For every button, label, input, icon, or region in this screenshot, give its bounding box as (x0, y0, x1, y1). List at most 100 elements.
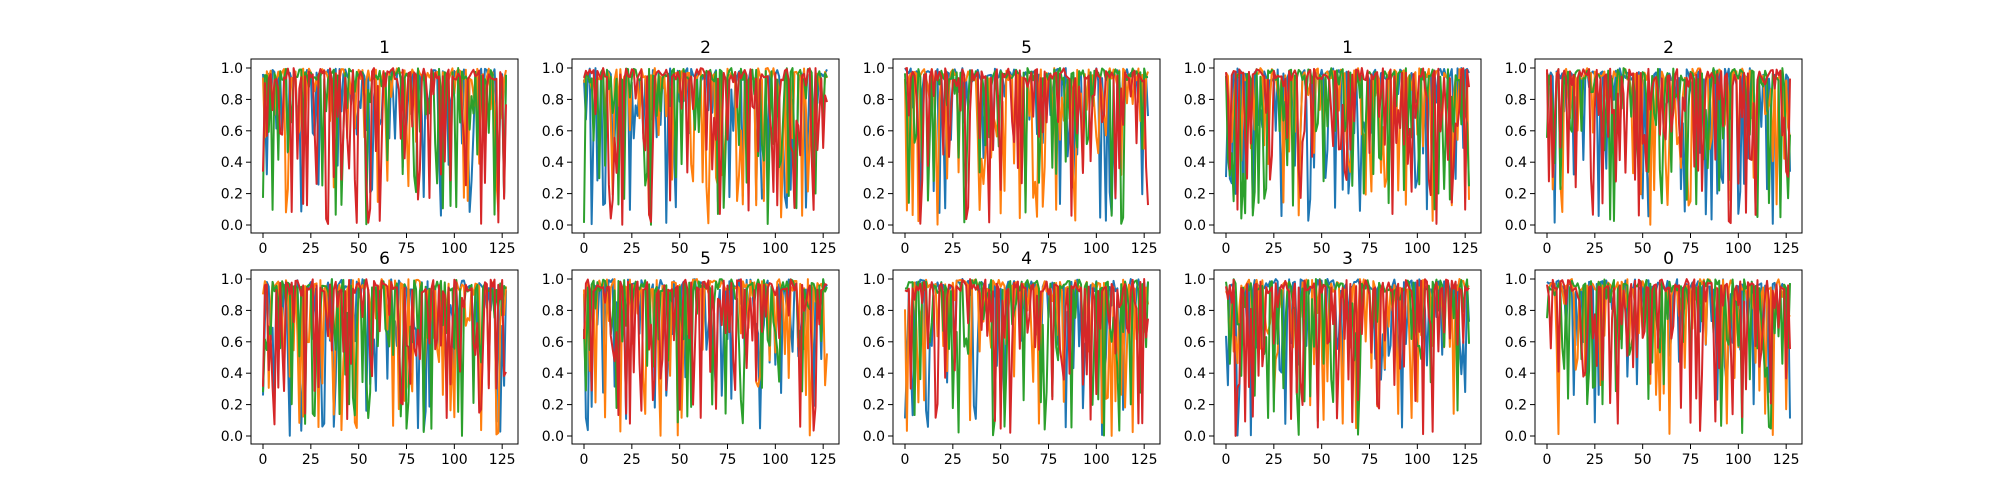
x-tick-label: 50 (350, 241, 368, 257)
x-tick-label: 25 (1265, 241, 1283, 257)
series-line-4 (1225, 67, 1470, 225)
x-tick-label: 50 (671, 241, 689, 257)
y-tick-label: 1.0 (863, 272, 885, 288)
y-tick-label: 0.0 (221, 218, 243, 234)
subplot-title: 1 (379, 38, 390, 58)
x-tick-label: 125 (1452, 452, 1479, 468)
x-tick-label: 25 (302, 241, 320, 257)
y-tick-label: 0.0 (1184, 218, 1206, 234)
x-tick-label: 125 (1773, 241, 1800, 257)
y-tick-label: 1.0 (221, 272, 243, 288)
y-tick-label: 0.8 (863, 92, 885, 108)
x-tick-label: 0 (1543, 452, 1552, 468)
x-tick-label: 25 (623, 452, 641, 468)
y-tick-label: 0.2 (863, 187, 885, 203)
x-tick-label: 25 (623, 241, 641, 257)
series-line-4 (583, 67, 828, 226)
subplot-10: 0 0.0 0.2 0.4 0.6 0.8 1.0 0 25 50 75 100 125 (1505, 249, 1803, 468)
series-line-4 (583, 278, 828, 432)
x-tick-label: 125 (1452, 241, 1479, 257)
subplot-title: 4 (1021, 249, 1032, 269)
x-tick-label: 125 (810, 241, 837, 257)
subplot-8: 4 0.0 0.2 0.4 0.6 0.8 1.0 0 25 50 75 100 125 (863, 249, 1161, 468)
y-tick-label: 0.4 (1184, 366, 1206, 382)
subplot-title: 5 (1021, 38, 1032, 58)
y-tick-label: 0.4 (863, 155, 885, 171)
y-tick-label: 0.0 (542, 218, 564, 234)
x-tick-label: 50 (1313, 241, 1331, 257)
x-tick-label: 100 (1404, 452, 1431, 468)
y-tick-label: 1.0 (542, 272, 564, 288)
y-tick-label: 0.0 (1505, 429, 1527, 445)
x-tick-label: 50 (1634, 241, 1652, 257)
x-tick-label: 100 (1083, 452, 1110, 468)
x-tick-label: 50 (1634, 452, 1652, 468)
y-tick-label: 0.4 (1184, 155, 1206, 171)
series-line-2 (1546, 278, 1791, 436)
x-tick-label: 100 (762, 241, 789, 257)
x-tick-label: 75 (1361, 241, 1379, 257)
y-tick-label: 0.0 (542, 429, 564, 445)
subplot-title: 2 (1663, 38, 1674, 58)
x-tick-label: 125 (489, 452, 516, 468)
y-tick-label: 0.6 (542, 124, 564, 140)
x-tick-label: 125 (489, 241, 516, 257)
x-tick-label: 0 (1222, 241, 1231, 257)
x-tick-label: 75 (1682, 452, 1700, 468)
y-tick-label: 0.8 (1505, 92, 1527, 108)
y-tick-label: 0.8 (1505, 303, 1527, 319)
y-tick-label: 0.2 (542, 187, 564, 203)
x-tick-label: 0 (1222, 452, 1231, 468)
x-tick-label: 25 (1586, 241, 1604, 257)
y-tick-label: 0.6 (1184, 124, 1206, 140)
series-line-4 (262, 67, 507, 225)
y-tick-label: 1.0 (1184, 61, 1206, 77)
y-tick-label: 0.6 (221, 124, 243, 140)
y-tick-label: 0.8 (221, 303, 243, 319)
x-tick-label: 100 (1725, 452, 1752, 468)
x-tick-label: 75 (398, 452, 416, 468)
y-tick-label: 0.6 (542, 335, 564, 351)
series-line-4 (904, 67, 1149, 225)
y-tick-label: 0.6 (1505, 335, 1527, 351)
y-tick-label: 1.0 (542, 61, 564, 77)
axes-frame (571, 269, 840, 445)
x-tick-label: 100 (441, 241, 468, 257)
x-tick-label: 100 (1725, 241, 1752, 257)
x-tick-label: 25 (302, 452, 320, 468)
series-line-3 (1546, 278, 1791, 434)
axes-frame (892, 58, 1161, 234)
x-tick-label: 50 (1313, 452, 1331, 468)
x-tick-label: 75 (719, 452, 737, 468)
y-tick-label: 0.4 (1505, 366, 1527, 382)
x-tick-label: 75 (1040, 452, 1058, 468)
subplot-2: 2 0.0 0.2 0.4 0.6 0.8 1.0 0 25 50 75 100 125 (542, 38, 840, 257)
y-tick-label: 1.0 (221, 61, 243, 77)
y-tick-label: 0.2 (1184, 187, 1206, 203)
axes-frame (892, 269, 1161, 445)
y-tick-label: 0.2 (1505, 398, 1527, 414)
y-tick-label: 0.0 (1184, 429, 1206, 445)
x-tick-label: 125 (1131, 452, 1158, 468)
x-tick-label: 100 (441, 452, 468, 468)
y-tick-label: 0.4 (1505, 155, 1527, 171)
y-tick-label: 0.2 (221, 187, 243, 203)
axes-frame (1213, 269, 1482, 445)
x-tick-label: 0 (259, 452, 268, 468)
x-tick-label: 25 (944, 452, 962, 468)
x-tick-label: 0 (901, 241, 910, 257)
y-tick-label: 1.0 (1505, 61, 1527, 77)
y-tick-label: 0.6 (1184, 335, 1206, 351)
axes-frame (571, 58, 840, 234)
y-tick-label: 0.4 (542, 366, 564, 382)
x-tick-label: 100 (1404, 241, 1431, 257)
y-tick-label: 0.2 (863, 398, 885, 414)
x-tick-label: 75 (398, 241, 416, 257)
x-tick-label: 75 (719, 241, 737, 257)
axes-frame (1534, 58, 1803, 234)
subplot-3: 5 0.0 0.2 0.4 0.6 0.8 1.0 0 25 50 75 100 125 (863, 38, 1161, 257)
y-tick-label: 0.6 (1505, 124, 1527, 140)
series-line-2 (262, 67, 507, 214)
y-tick-label: 1.0 (1184, 272, 1206, 288)
x-tick-label: 0 (580, 452, 589, 468)
